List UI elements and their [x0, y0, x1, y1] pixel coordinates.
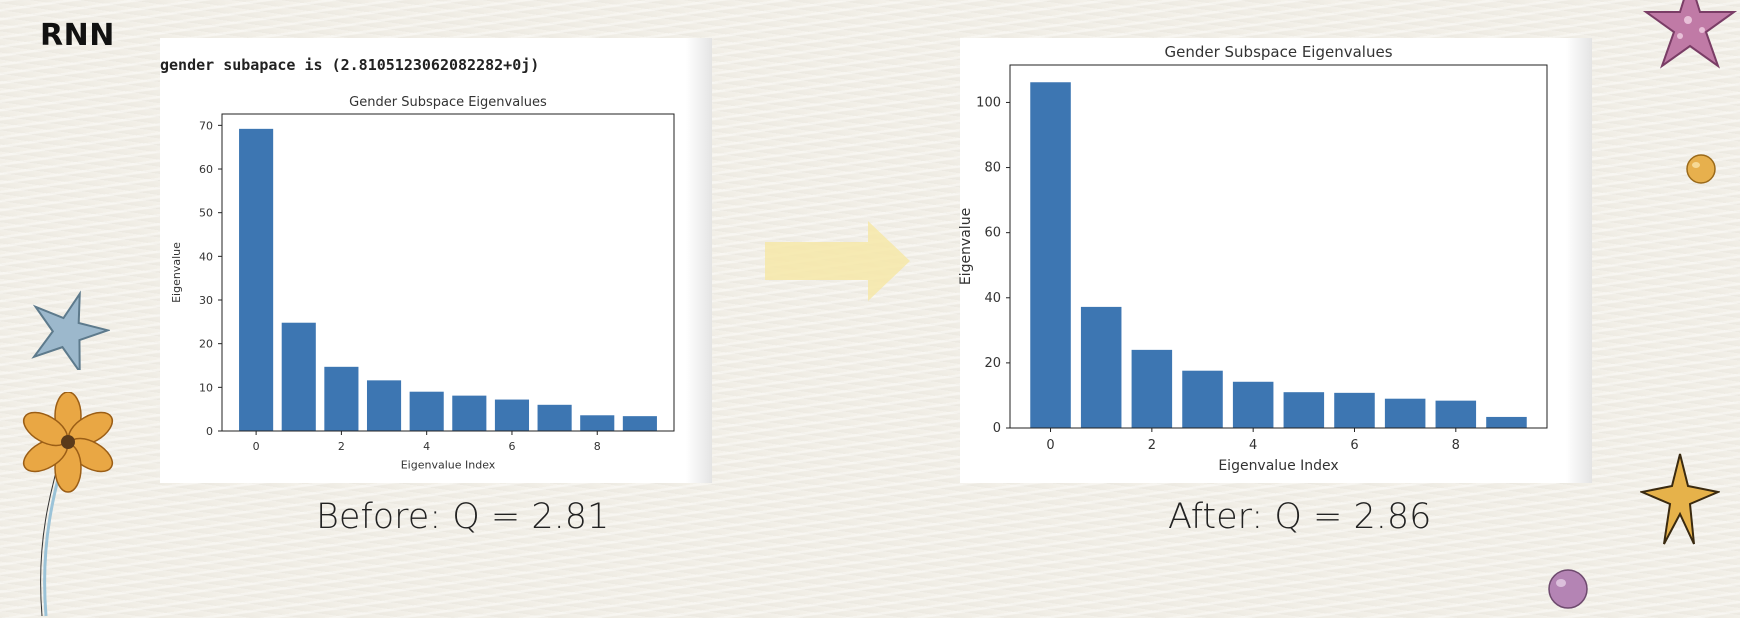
- x-tick-label: 0: [253, 440, 260, 453]
- bar: [366, 380, 402, 431]
- blue-star-icon: [31, 290, 110, 370]
- pink-star-icon: [1642, 0, 1738, 69]
- y-tick-label: 60: [984, 226, 1001, 241]
- code-output-line: gender subapace is (2.8105123062082282+0…: [160, 56, 540, 74]
- y-tick-label: 40: [199, 250, 213, 263]
- orange-bead-icon: [1686, 154, 1716, 184]
- bar: [1283, 392, 1325, 428]
- x-tick-label: 0: [1046, 438, 1054, 453]
- x-tick-label: 6: [1350, 438, 1358, 453]
- y-tick-label: 0: [993, 421, 1001, 436]
- y-tick-label: 40: [984, 291, 1001, 306]
- before-caption: Before: Q = 2.81: [316, 497, 610, 537]
- bar: [1182, 370, 1223, 428]
- y-tick-label: 80: [984, 161, 1001, 176]
- x-tick-label: 2: [338, 440, 345, 453]
- x-axis-label: Eigenvalue Index: [1218, 458, 1338, 474]
- after-caption: After: Q = 2.86: [1168, 497, 1432, 537]
- after-eigenvalue-chart: Gender Subspace Eigenvalues 0 20 40 60 80 100 0…: [958, 43, 1548, 474]
- chart-title: Gender Subspace Eigenvalues: [349, 95, 547, 110]
- y-tick-label: 20: [199, 338, 213, 351]
- bar: [239, 128, 274, 431]
- x-tick-label: 4: [1249, 438, 1257, 453]
- bar: [409, 391, 444, 431]
- arrow-icon: [765, 221, 910, 301]
- bar: [1131, 349, 1173, 428]
- bar: [1030, 82, 1071, 429]
- x-tick-label: 4: [423, 440, 430, 453]
- yellow-star-icon: [1640, 453, 1720, 545]
- flower-icon: [22, 392, 114, 617]
- bar: [1334, 392, 1375, 428]
- purple-bead-icon: [1548, 569, 1588, 609]
- before-chart-panel: gender subapace is (2.8105123062082282+0…: [160, 38, 712, 483]
- bar: [281, 322, 316, 431]
- bar: [452, 395, 487, 431]
- bar: [622, 416, 657, 431]
- bar: [1384, 398, 1426, 428]
- bar: [1435, 400, 1477, 428]
- after-chart-panel: Gender Subspace Eigenvalues 0 20 40 60 80 100 0…: [958, 38, 1592, 483]
- x-tick-label: 8: [594, 440, 601, 453]
- bar: [494, 399, 530, 431]
- y-tick-label: 50: [199, 207, 213, 220]
- bar: [1486, 416, 1527, 428]
- y-tick-label: 10: [199, 381, 213, 394]
- x-tick-label: 2: [1148, 438, 1156, 453]
- y-tick-label: 0: [206, 425, 213, 438]
- y-tick-label: 70: [199, 119, 213, 132]
- bar: [1232, 381, 1274, 428]
- bar: [1080, 306, 1122, 428]
- bar: [580, 415, 615, 431]
- before-eigenvalue-chart: Gender Subspace Eigenvalues0102030405060…: [170, 95, 675, 471]
- y-tick-label: 60: [199, 163, 213, 176]
- plot-frame: [1009, 64, 1548, 429]
- bar: [324, 366, 359, 431]
- y-tick-label: 20: [984, 356, 1001, 371]
- y-axis-label: Eigenvalue: [958, 208, 974, 285]
- x-tick-label: 8: [1452, 438, 1460, 453]
- x-axis-label: Eigenvalue Index: [401, 458, 496, 471]
- plot-frame: [221, 113, 675, 432]
- x-tick-label: 6: [508, 440, 515, 453]
- chart-title: Gender Subspace Eigenvalues: [1164, 43, 1392, 61]
- y-tick-label: 30: [199, 294, 213, 307]
- y-tick-label: 100: [976, 95, 1001, 110]
- bar: [537, 404, 572, 431]
- y-axis-label: Eigenvalue: [170, 242, 183, 303]
- slide-title: RNN: [40, 18, 115, 53]
